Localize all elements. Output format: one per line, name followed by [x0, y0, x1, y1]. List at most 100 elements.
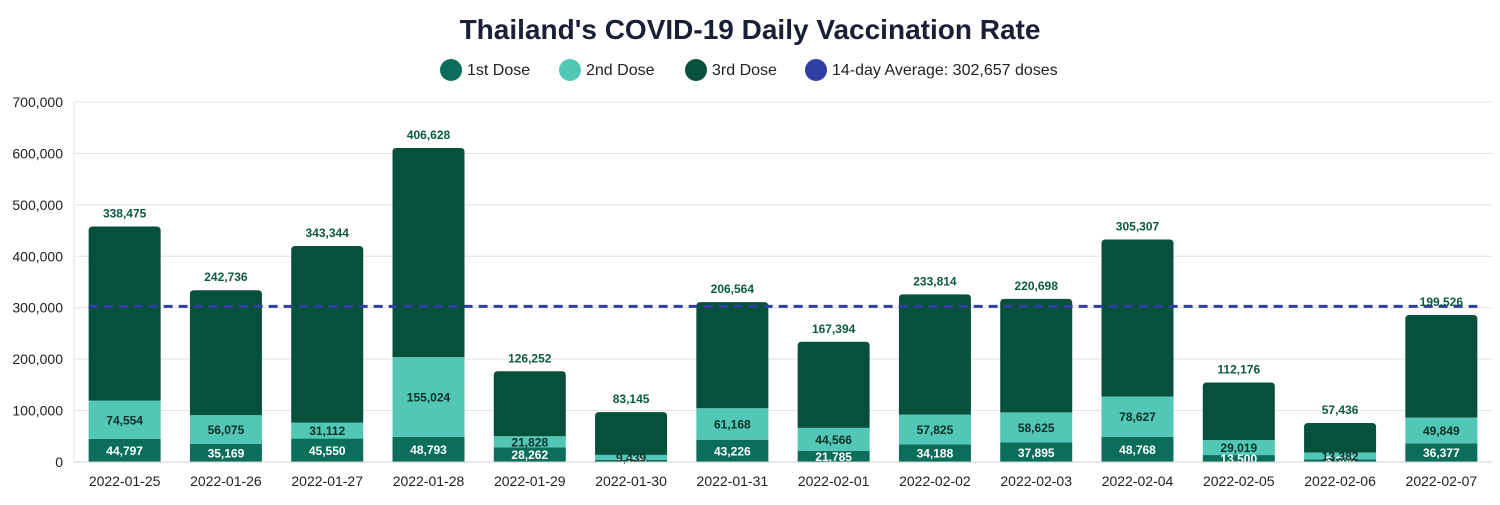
bar-segment — [189, 443, 262, 462]
bar-segment — [797, 341, 870, 428]
bar-segment — [696, 408, 769, 440]
data-label: 58,625 — [1018, 421, 1055, 435]
grid — [74, 101, 1492, 463]
data-label: 167,394 — [812, 322, 856, 336]
bar-segment — [898, 444, 971, 462]
legend-label: 1st Dose — [467, 62, 530, 79]
bar-segment — [1202, 455, 1275, 462]
bar-segment — [493, 371, 566, 437]
data-label: 305,307 — [1116, 219, 1160, 233]
bar-segment — [1202, 440, 1275, 456]
data-label: 34,188 — [917, 447, 954, 461]
bar-segment — [1000, 298, 1073, 413]
bar-segment — [1202, 382, 1275, 441]
data-label: 220,698 — [1015, 279, 1059, 293]
legend-swatch — [805, 59, 827, 81]
data-label: 45,550 — [309, 444, 346, 458]
data-label: 199,526 — [1420, 295, 1464, 309]
data-label: 4,339 — [616, 454, 646, 468]
data-label: 155,024 — [407, 391, 451, 405]
data-label: 233,814 — [913, 274, 957, 288]
data-label: 74,554 — [106, 413, 143, 427]
data-label: 21,785 — [815, 450, 852, 464]
bar-segment — [898, 294, 971, 415]
data-label: 35,169 — [208, 446, 245, 460]
bar-segment — [1304, 459, 1377, 462]
x-tick-label: 2022-02-05 — [1203, 473, 1275, 489]
x-tick-label: 2022-02-02 — [899, 473, 971, 489]
bar-segment — [1304, 452, 1377, 460]
data-label: 56,075 — [208, 423, 245, 437]
data-label: 57,436 — [1322, 403, 1359, 417]
data-label: 338,475 — [103, 207, 147, 221]
x-tick-label: 2022-01-30 — [595, 473, 667, 489]
data-label: 57,825 — [917, 423, 954, 437]
data-label: 44,566 — [815, 433, 852, 447]
y-axis: 0 100,000 200,000 300,000 400,000 500,000 600,… — [12, 94, 75, 470]
y-tick-label: 700,000 — [12, 94, 63, 110]
bar-segment — [493, 447, 566, 462]
data-label: 83,145 — [613, 392, 650, 406]
data-label: 406,628 — [407, 128, 451, 142]
bar-segment — [291, 422, 364, 439]
data-label: 206,564 — [711, 282, 755, 296]
data-label: 21,828 — [511, 435, 548, 449]
data-label: 13,500 — [1220, 452, 1257, 466]
bar-segment — [797, 427, 870, 451]
y-tick-label: 200,000 — [12, 351, 63, 367]
bar-segment — [1101, 396, 1174, 437]
data-label: 28,262 — [511, 448, 548, 462]
bar-segment — [696, 439, 769, 462]
bar-segment — [392, 436, 465, 462]
data-label: 13,382 — [1322, 449, 1359, 463]
x-tick-label: 2022-02-06 — [1304, 473, 1376, 489]
bar-segment — [696, 302, 769, 409]
data-label: 126,252 — [508, 351, 552, 365]
data-label: 61,168 — [714, 418, 751, 432]
bar-segment — [493, 436, 566, 448]
x-tick-label: 2022-01-25 — [89, 473, 161, 489]
legend-label: 14-day Average: 302,657 doses — [832, 62, 1058, 79]
x-tick-label: 2022-02-07 — [1406, 473, 1478, 489]
bar-segment — [392, 357, 465, 437]
y-tick-label: 500,000 — [12, 197, 63, 213]
x-tick-label: 2022-01-26 — [190, 473, 262, 489]
x-tick-label: 2022-02-03 — [1000, 473, 1072, 489]
y-tick-label: 100,000 — [12, 403, 63, 419]
chart-title: Thailand's COVID-19 Daily Vaccination Ra… — [460, 14, 1041, 45]
data-label: 242,736 — [204, 270, 248, 284]
data-labels: 44,797 74,554 338,475 35,169 56,075 242,736 45… — [103, 128, 1463, 468]
x-tick-label: 2022-02-01 — [798, 473, 870, 489]
bar-segment — [189, 415, 262, 444]
bar-segment — [88, 226, 161, 401]
legend-label: 3rd Dose — [712, 62, 777, 79]
x-tick-label: 2022-01-28 — [393, 473, 465, 489]
legend-label: 2nd Dose — [586, 62, 655, 79]
data-label: 36,377 — [1423, 446, 1460, 460]
bar-segment — [595, 459, 668, 462]
data-label: 78,627 — [1119, 410, 1156, 424]
bar-segment — [1101, 436, 1174, 462]
bar-segment — [1000, 442, 1073, 462]
bar-segment — [1000, 412, 1073, 443]
data-label: 37,895 — [1018, 446, 1055, 460]
y-tick-label: 300,000 — [12, 300, 63, 316]
legend-swatch — [559, 59, 581, 81]
bar-segment — [88, 438, 161, 462]
x-axis: 2022-01-25 2022-01-26 2022-01-27 2022-01-28… — [74, 461, 1492, 489]
legend: 1st Dose 2nd Dose 3rd Dose 14-day Average: … — [440, 59, 1058, 81]
bar-segment — [595, 412, 668, 455]
data-label: 9,439 — [616, 451, 646, 465]
bar-segment — [595, 454, 668, 460]
y-tick-label: 0 — [55, 454, 63, 470]
data-label: 48,793 — [410, 443, 447, 457]
data-label: 31,112 — [309, 424, 345, 438]
bar-segment — [189, 290, 262, 416]
x-tick-label: 2022-01-27 — [291, 473, 363, 489]
data-label: 112,176 — [1217, 362, 1260, 376]
x-tick-label: 2022-02-04 — [1102, 473, 1174, 489]
bar-segment — [88, 400, 161, 439]
bars — [88, 148, 1478, 462]
data-label: 49,849 — [1423, 424, 1460, 438]
